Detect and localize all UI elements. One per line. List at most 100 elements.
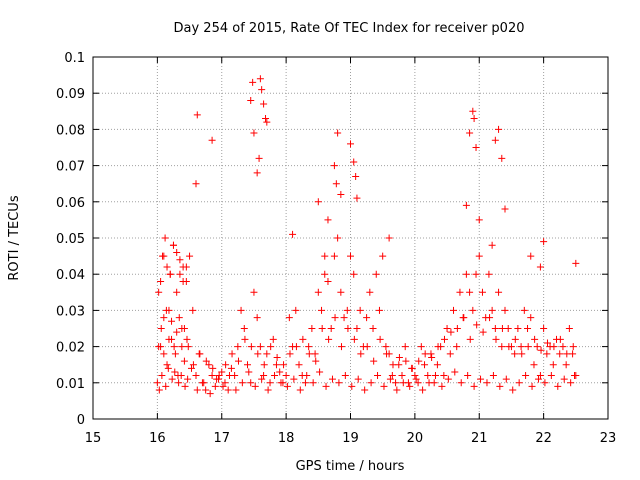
data-points [153, 75, 580, 398]
data-point [366, 288, 374, 296]
data-point [363, 314, 371, 322]
data-point [466, 335, 474, 343]
data-point [196, 350, 204, 358]
data-point [208, 372, 216, 380]
data-point [443, 325, 451, 332]
data-point [483, 379, 491, 387]
data-point [215, 372, 223, 380]
data-point [478, 288, 486, 296]
data-point [182, 263, 190, 271]
data-point [348, 382, 356, 390]
y-tick-label: 0.01 [56, 377, 85, 392]
chart-title: Day 254 of 2015, Rate Of TEC Index for r… [174, 21, 525, 36]
data-point [511, 350, 519, 358]
data-point [556, 350, 564, 358]
data-point [249, 78, 257, 86]
data-point [260, 100, 268, 108]
data-point [153, 379, 161, 387]
data-point [488, 241, 496, 249]
data-point [370, 357, 378, 365]
data-point [186, 252, 194, 260]
x-tick-label: 21 [471, 431, 488, 446]
data-point [511, 335, 519, 343]
data-point [205, 361, 213, 369]
x-tick-label: 22 [535, 431, 552, 446]
data-point [173, 328, 181, 336]
data-point [350, 335, 358, 343]
data-point [303, 372, 311, 380]
data-point [434, 343, 442, 351]
data-point [183, 335, 191, 343]
data-point [408, 364, 416, 372]
data-point [314, 198, 322, 206]
data-point [168, 375, 176, 383]
data-point [330, 162, 338, 170]
data-point [347, 140, 354, 148]
data-point [221, 379, 229, 387]
data-point [266, 379, 274, 387]
data-point [496, 382, 504, 390]
data-point [406, 382, 414, 390]
data-point [218, 368, 226, 376]
data-point [466, 288, 474, 296]
data-point [250, 288, 258, 296]
data-point [462, 270, 470, 278]
data-point [565, 325, 573, 332]
data-point [296, 386, 304, 394]
data-point [327, 325, 335, 332]
data-point [308, 325, 316, 332]
data-point [173, 288, 181, 296]
data-point [456, 288, 464, 296]
data-point [273, 353, 281, 361]
data-point [258, 86, 266, 94]
data-point [347, 252, 354, 260]
data-point [350, 270, 358, 278]
x-tick-label: 20 [407, 431, 424, 446]
data-point [446, 350, 454, 358]
data-point [256, 343, 264, 351]
data-point [357, 350, 365, 358]
data-point [234, 357, 242, 365]
data-point [460, 314, 468, 322]
data-point [330, 252, 338, 260]
data-point [522, 372, 530, 380]
data-point [189, 306, 197, 314]
data-point [314, 288, 322, 296]
data-point [419, 386, 427, 394]
data-point [451, 368, 459, 376]
data-point [560, 375, 568, 383]
data-point [470, 115, 478, 123]
data-point [178, 343, 186, 351]
data-point [498, 325, 506, 332]
data-point [176, 256, 184, 264]
data-point [572, 259, 580, 267]
data-point [180, 357, 188, 365]
data-point [440, 372, 448, 380]
y-tick-label: 0.03 [56, 304, 85, 319]
data-point [466, 129, 474, 137]
data-point [247, 96, 255, 104]
data-point [292, 306, 300, 314]
x-tick-label: 23 [600, 431, 617, 446]
data-point [202, 386, 210, 394]
y-tick-label: 0.08 [56, 123, 85, 138]
data-point [398, 372, 406, 380]
data-point [388, 372, 396, 380]
data-point [534, 375, 542, 383]
data-point [414, 379, 422, 387]
data-point [571, 372, 579, 380]
data-point [356, 306, 364, 314]
data-point [543, 339, 551, 347]
data-point [277, 379, 285, 387]
data-point [531, 335, 539, 343]
data-point [225, 372, 233, 380]
x-tick-label: 15 [85, 431, 102, 446]
data-point [498, 154, 506, 162]
data-point [472, 270, 480, 278]
data-point [253, 314, 261, 322]
data-point [509, 386, 517, 394]
data-point [234, 343, 242, 351]
data-point [527, 314, 535, 322]
data-point [450, 306, 457, 314]
data-point [193, 386, 201, 394]
